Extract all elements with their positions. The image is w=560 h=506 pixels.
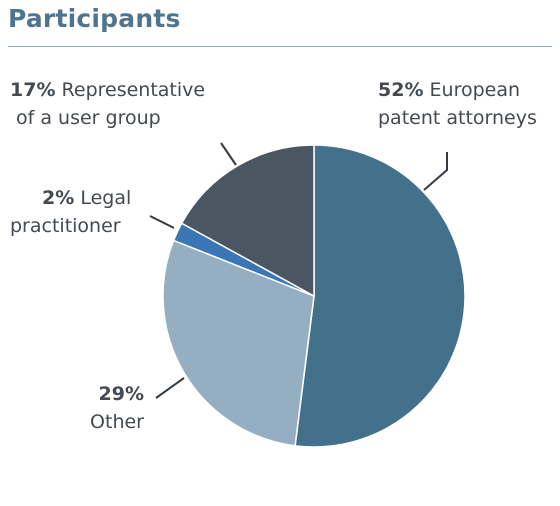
label-legal-practitioner: 2% Legal practitioner xyxy=(10,184,131,240)
label-legal-practitioner-pct: 2% xyxy=(42,187,74,209)
label-legal-practitioner-line1: Legal xyxy=(80,187,131,209)
leader-line-other xyxy=(156,378,184,398)
label-representative-user-group: 17% Representative of a user group xyxy=(10,76,205,132)
leader-line-representative-user-group xyxy=(221,143,236,165)
pie-slice-european-patent-attorneys xyxy=(295,145,465,447)
label-representative-user-group-line1: Representative xyxy=(62,79,206,101)
label-european-patent-attorneys-line2: patent attorneys xyxy=(378,107,537,129)
pie-slices xyxy=(163,145,465,447)
label-european-patent-attorneys-pct: 52% xyxy=(378,79,423,101)
leader-line-legal-practitioner xyxy=(150,216,174,228)
label-legal-practitioner-line2: practitioner xyxy=(10,215,121,237)
label-other-pct: 29% xyxy=(99,383,144,405)
label-european-patent-attorneys-line1: European xyxy=(430,79,521,101)
label-representative-user-group-pct: 17% xyxy=(10,79,55,101)
label-representative-user-group-line2: of a user group xyxy=(10,107,161,129)
leader-line-european-patent-attorneys xyxy=(424,152,447,190)
label-other: 29% Other xyxy=(60,380,144,436)
label-other-line2: Other xyxy=(90,411,144,433)
label-european-patent-attorneys: 52% European patent attorneys xyxy=(378,76,537,132)
